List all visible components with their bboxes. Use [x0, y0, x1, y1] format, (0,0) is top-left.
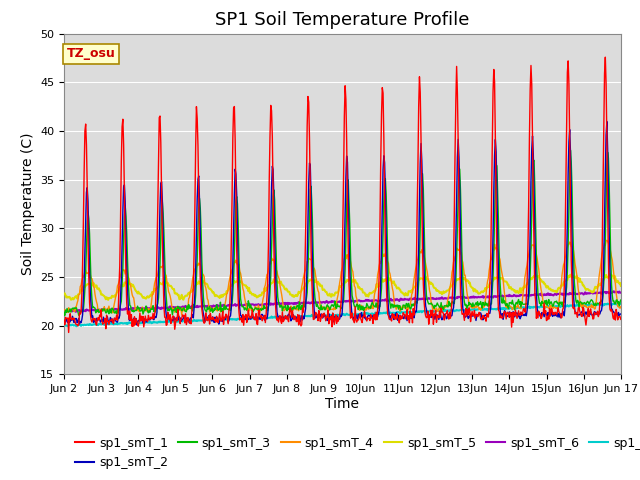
- sp1_smT_3: [428, 300, 435, 306]
- sp1_smT_5: [128, 284, 136, 289]
- sp1_smT_2: [60, 320, 68, 325]
- sp1_smT_6: [128, 305, 136, 311]
- Line: sp1_smT_6: sp1_smT_6: [64, 291, 621, 312]
- sp1_smT_4: [411, 272, 419, 277]
- sp1_smT_6: [76, 309, 84, 315]
- sp1_smT_2: [214, 319, 222, 325]
- sp1_smT_7: [411, 309, 419, 314]
- sp1_smT_6: [185, 304, 193, 310]
- sp1_smT_3: [71, 306, 79, 312]
- sp1_smT_7: [72, 324, 80, 329]
- sp1_smT_3: [566, 147, 574, 153]
- sp1_smT_2: [127, 316, 135, 322]
- sp1_smT_6: [428, 295, 435, 301]
- sp1_smT_5: [617, 283, 625, 288]
- sp1_smT_5: [70, 296, 78, 301]
- sp1_smT_1: [185, 317, 193, 323]
- sp1_smT_1: [617, 316, 625, 322]
- sp1_smT_3: [60, 310, 68, 315]
- sp1_smT_3: [214, 308, 222, 313]
- sp1_smT_4: [60, 307, 68, 312]
- sp1_smT_1: [214, 320, 222, 325]
- sp1_smT_5: [606, 271, 614, 277]
- sp1_smT_7: [214, 316, 222, 322]
- sp1_smT_7: [60, 323, 68, 328]
- sp1_smT_1: [411, 303, 419, 309]
- sp1_smT_3: [411, 302, 419, 308]
- sp1_smT_2: [603, 119, 611, 124]
- sp1_smT_3: [61, 312, 68, 318]
- sp1_smT_2: [70, 320, 78, 325]
- sp1_smT_4: [428, 299, 435, 305]
- sp1_smT_7: [617, 300, 625, 306]
- sp1_smT_6: [411, 295, 419, 301]
- sp1_smT_1: [602, 54, 609, 60]
- sp1_smT_4: [603, 238, 611, 243]
- sp1_smT_6: [617, 290, 625, 296]
- sp1_smT_2: [617, 311, 625, 317]
- sp1_smT_2: [133, 322, 141, 328]
- sp1_smT_1: [60, 317, 68, 323]
- sp1_smT_4: [185, 296, 193, 301]
- sp1_smT_1: [65, 330, 72, 336]
- sp1_smT_4: [617, 304, 625, 310]
- Line: sp1_smT_3: sp1_smT_3: [64, 150, 621, 315]
- sp1_smT_4: [214, 305, 222, 311]
- sp1_smT_3: [185, 301, 193, 307]
- sp1_smT_5: [411, 284, 419, 289]
- sp1_smT_3: [128, 309, 136, 314]
- Line: sp1_smT_4: sp1_smT_4: [64, 240, 621, 315]
- sp1_smT_6: [70, 307, 78, 313]
- sp1_smT_5: [428, 280, 435, 286]
- sp1_smT_2: [428, 312, 435, 318]
- sp1_smT_5: [104, 297, 112, 303]
- X-axis label: Time: Time: [325, 397, 360, 411]
- sp1_smT_4: [178, 312, 186, 318]
- sp1_smT_6: [610, 288, 618, 294]
- sp1_smT_5: [60, 290, 68, 296]
- Line: sp1_smT_1: sp1_smT_1: [64, 57, 621, 333]
- Line: sp1_smT_2: sp1_smT_2: [64, 121, 621, 325]
- Legend: sp1_smT_1, sp1_smT_2, sp1_smT_3, sp1_smT_4, sp1_smT_5, sp1_smT_6, sp1_smT_7: sp1_smT_1, sp1_smT_2, sp1_smT_3, sp1_smT…: [70, 432, 640, 474]
- sp1_smT_7: [128, 321, 136, 326]
- sp1_smT_7: [185, 318, 193, 324]
- sp1_smT_4: [127, 287, 135, 293]
- Title: SP1 Soil Temperature Profile: SP1 Soil Temperature Profile: [215, 11, 470, 29]
- Line: sp1_smT_7: sp1_smT_7: [64, 303, 621, 326]
- Text: TZ_osu: TZ_osu: [67, 48, 116, 60]
- sp1_smT_7: [70, 323, 78, 328]
- sp1_smT_3: [617, 297, 625, 303]
- Y-axis label: Soil Temperature (C): Soil Temperature (C): [20, 133, 35, 275]
- sp1_smT_1: [71, 318, 79, 324]
- sp1_smT_1: [128, 324, 136, 329]
- sp1_smT_1: [428, 308, 435, 313]
- Line: sp1_smT_5: sp1_smT_5: [64, 274, 621, 300]
- sp1_smT_6: [60, 309, 68, 314]
- sp1_smT_7: [428, 308, 435, 313]
- sp1_smT_6: [214, 303, 222, 309]
- sp1_smT_2: [185, 316, 193, 322]
- sp1_smT_4: [70, 309, 78, 314]
- sp1_smT_5: [214, 294, 222, 300]
- sp1_smT_2: [411, 311, 419, 316]
- sp1_smT_5: [185, 290, 193, 296]
